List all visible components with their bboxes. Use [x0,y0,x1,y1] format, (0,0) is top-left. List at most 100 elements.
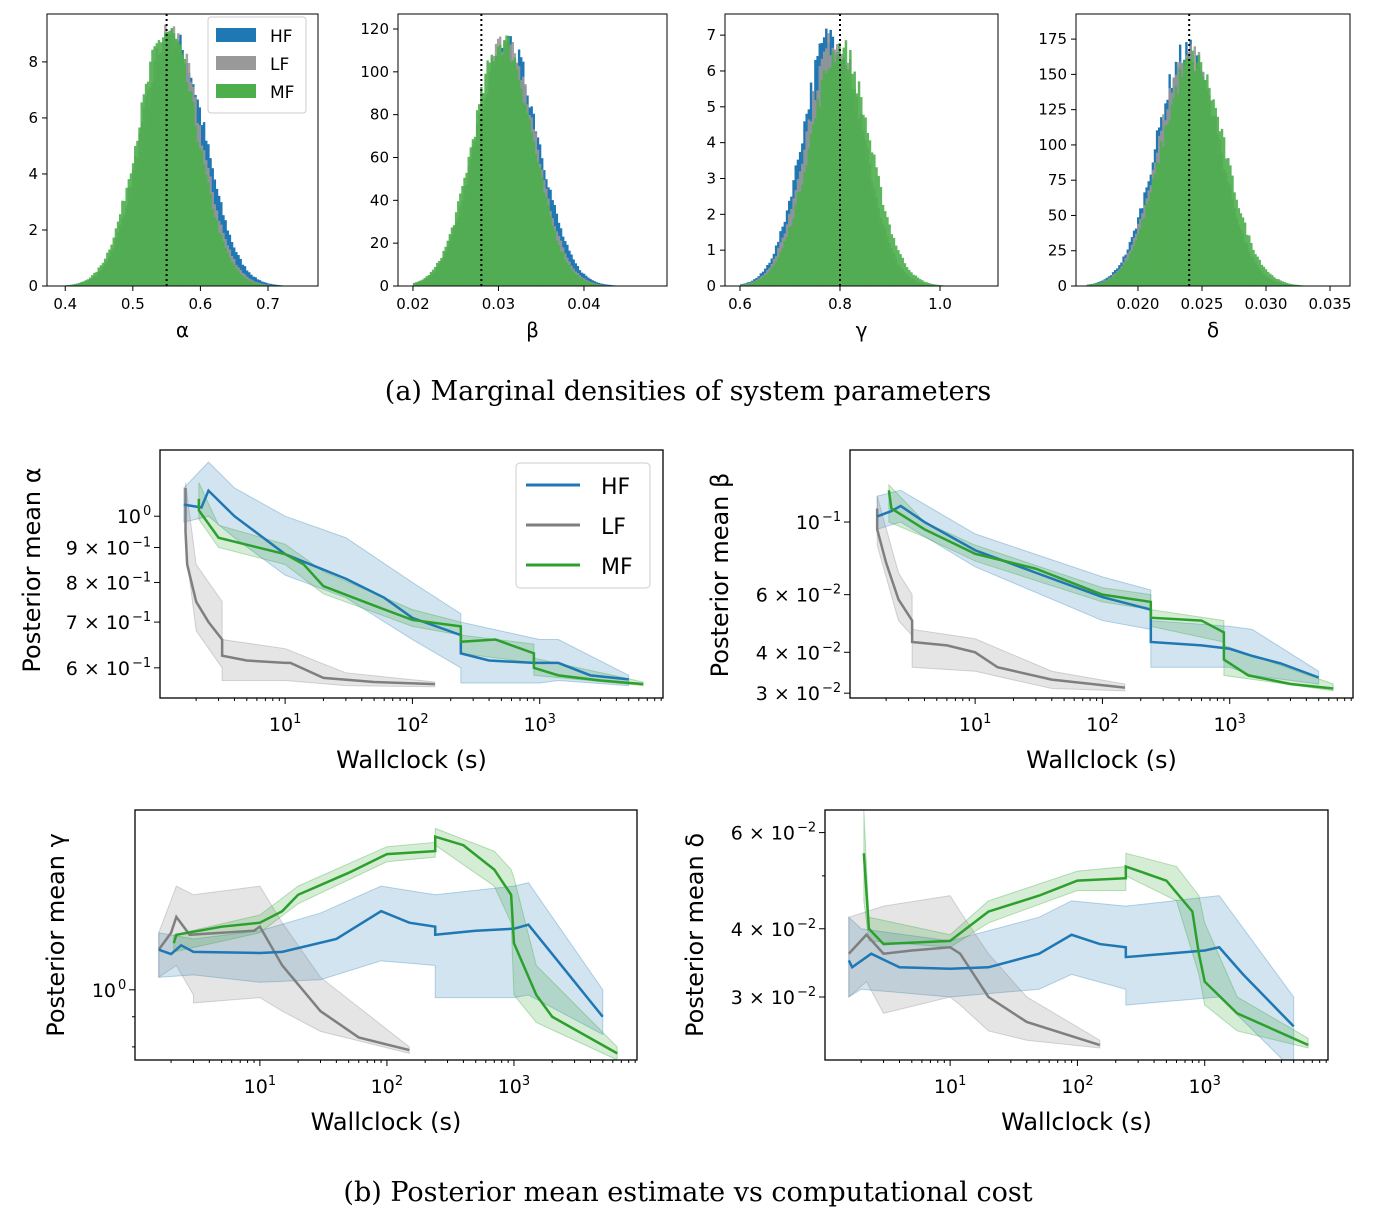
x-tick-label: 0.020 [1116,295,1159,313]
tick-base: 8 × 10 [66,572,130,594]
hist-bar [857,81,861,286]
hist-bar [927,282,931,286]
hist-bar [1088,284,1092,286]
histogram-panel-β: 0.02 0.03 0.04 0 20 40 60 80 100 120 β [360,13,668,342]
hist-bar [929,283,933,286]
hist-bar [507,36,510,286]
hist-bar [232,264,236,286]
hist-series-MF [65,28,272,287]
line-HF [876,504,1320,679]
hist-bar [1130,250,1134,286]
line-LF [157,914,410,1052]
y-tick-label: 0 [379,277,389,295]
hist-bar [1111,276,1115,286]
tick-base: 10 [371,1076,395,1098]
hist-bar [851,73,854,286]
hist-bar [172,33,176,287]
hist-bar [1218,131,1222,286]
hist-bar [1086,284,1090,286]
x-tick-label: 0.03 [482,295,515,313]
tick-exponent: −1 [132,570,151,585]
hist-bar [1264,269,1268,286]
x-tick-label: 102 [396,712,428,736]
hist-bar [805,165,808,286]
hist-bar [256,283,260,286]
hist-bar [844,40,848,286]
hist-bar [1197,55,1201,287]
x-axis-label: Wallclock (s) [336,746,487,774]
hist-bar [513,57,517,286]
hist-bar [1254,254,1257,286]
hist-bar [125,187,128,286]
hist-bar [540,177,544,286]
axes-frame [159,449,664,699]
hist-bar [442,250,445,286]
hist-bar [910,272,913,286]
y-tick-label: 5 [706,98,716,116]
hist-bar [748,283,752,286]
hist-bar [750,282,754,286]
x-tick-label: 0.4 [53,295,77,313]
hist-bar [267,283,270,286]
hist-bar [237,270,240,286]
hist-bar [1227,158,1230,286]
hist-bar [1128,253,1132,286]
hist-bar [415,282,418,286]
hist-bar [438,260,441,286]
hist-bar [1214,107,1217,286]
x-tick-label: 103 [1213,712,1245,736]
tick-exponent: −2 [797,917,816,932]
hist-bar [112,237,116,286]
hist-bar [454,212,458,286]
hist-bar [254,277,257,286]
hist-bar [881,204,885,286]
hist-bar [1193,70,1197,286]
hist-bar [1099,282,1102,286]
line-LF [184,487,435,686]
hist-bar [177,41,180,287]
hist-bar [814,118,817,286]
hist-bar [93,272,96,286]
hist-bar [482,93,485,286]
hist-bar [879,186,883,286]
tick-base: 10 [396,714,420,736]
hist-bar [417,281,420,286]
band-HF [848,895,1295,1060]
hist-bar [499,44,502,286]
hist-bar [1093,284,1096,286]
tick-base: 10 [934,1076,958,1098]
hist-bar [599,284,603,286]
x-tick-label: 1.0 [928,295,952,313]
hist-bar [1126,259,1129,286]
hist-bar [888,224,891,286]
hist-bar [1289,283,1293,286]
x-tick-label: 101 [934,1074,966,1098]
plot-area [847,810,1309,1060]
hist-bar [273,284,277,286]
hist-bar [905,267,909,286]
hist-bar [1149,192,1153,286]
hist-bar [185,82,189,286]
hist-bar [1145,203,1148,286]
hist-bar [580,278,584,286]
hist-bar [822,70,826,287]
y-tick-label: 8 × 10 −1 [66,570,151,594]
hist-bar [1147,200,1150,286]
hist-bar [1107,278,1111,286]
legend-swatch-HF [216,28,256,42]
hist-series-MF [740,40,946,287]
hist-bar [1283,282,1287,286]
y-tick-label: 7 × 10 −1 [66,610,151,634]
hist-bar [123,200,126,286]
hist-bar [777,257,780,286]
hist-bar [936,284,939,286]
hist-bar [1113,274,1117,286]
hist-bar [925,282,928,286]
hist-bar [431,269,435,286]
x-tick-label: 0.02 [396,295,429,313]
tick-exponent: 1 [293,712,301,727]
hist-bar [1237,208,1241,286]
hist-bar [194,125,197,287]
hist-bar [222,241,225,286]
